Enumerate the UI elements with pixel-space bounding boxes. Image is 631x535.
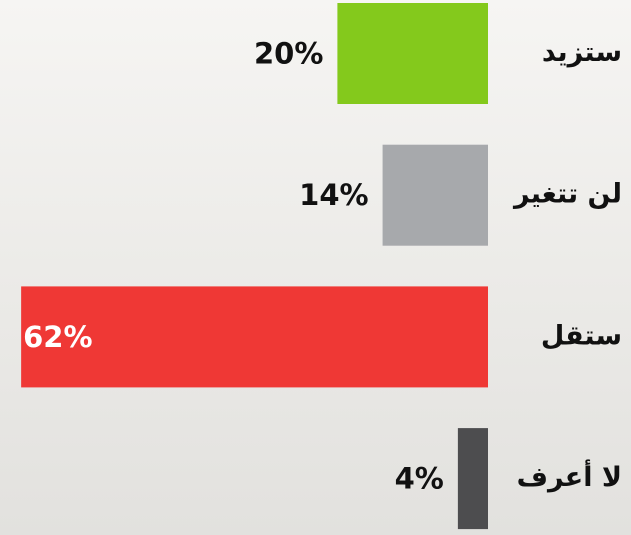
category-label: لا أعرف <box>517 459 622 493</box>
bar <box>337 3 488 104</box>
value-label: 20% <box>254 37 323 71</box>
category-label: ستزيد <box>542 37 622 68</box>
bar <box>21 286 488 388</box>
value-label: 14% <box>299 178 368 212</box>
category-label: ستقل <box>541 320 622 351</box>
bar <box>457 428 488 530</box>
value-label: 62% <box>23 320 92 354</box>
value-label: 4% <box>395 462 444 496</box>
category-label: لن تتغير <box>512 179 622 210</box>
bar <box>382 144 488 246</box>
